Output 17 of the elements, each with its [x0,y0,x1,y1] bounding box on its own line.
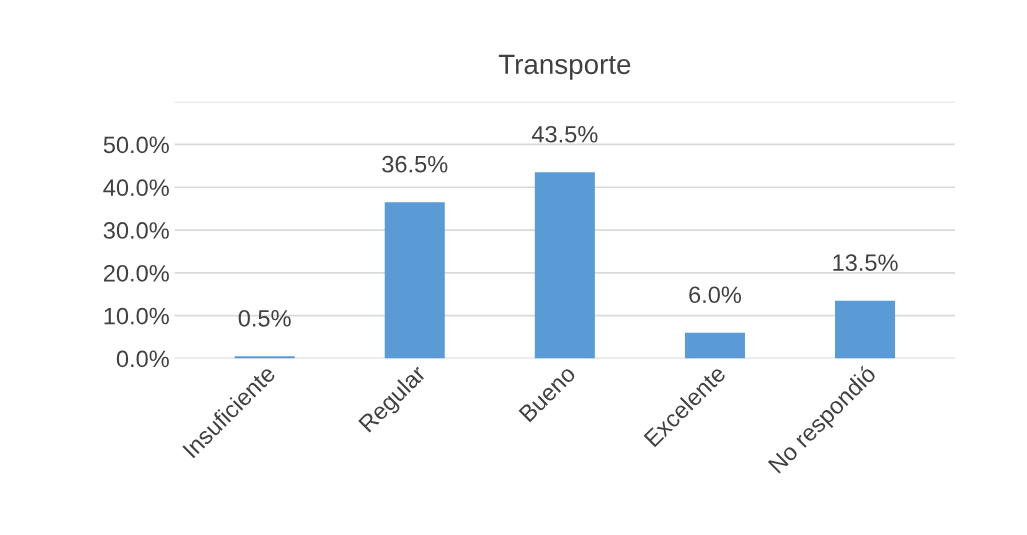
data-label: 13.5% [833,254,898,271]
data-label: 36.5% [382,155,448,173]
y-tick-label: 50.0% [103,136,169,154]
bar [534,172,595,359]
data-label: 43.5% [531,125,598,143]
y-tick-label: 30.0% [103,222,169,239]
bar [384,202,445,359]
y-tick-label: 40.0% [103,179,169,197]
chart-title: Transporte [498,54,631,80]
bar [835,300,896,359]
bar [684,332,745,359]
data-label: 0.5% [238,309,291,327]
y-tick-label: 0.0% [116,350,169,368]
y-tick-label: 10.0% [104,307,169,325]
bar [234,356,295,359]
y-tick-label: 20.0% [103,264,169,282]
data-label: 6.0% [689,286,742,304]
